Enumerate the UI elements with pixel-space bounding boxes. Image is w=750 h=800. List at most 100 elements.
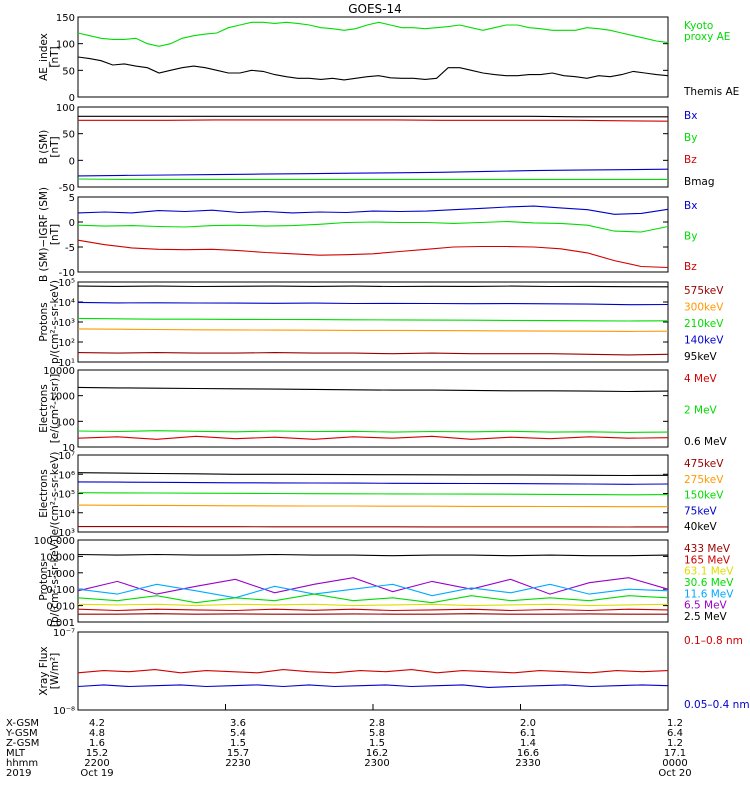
series-line bbox=[77, 220, 669, 233]
x-axis-row-value: 1.5 bbox=[230, 738, 246, 749]
x-axis-row-label: hhmm bbox=[6, 758, 38, 769]
series-line bbox=[78, 119, 669, 122]
y-tick-label: 0.100 bbox=[46, 585, 75, 596]
series-line bbox=[77, 328, 669, 332]
legend-entry: 275keV bbox=[684, 474, 724, 486]
y-tick-label: 100 bbox=[56, 417, 75, 428]
panel-frame bbox=[77, 369, 669, 448]
y-axis-label: B (SM)−IGRF (SM) bbox=[38, 187, 50, 282]
series-line bbox=[77, 317, 669, 322]
y-axis-label: p/(cm²-s-sr-keV) bbox=[49, 280, 61, 364]
x-axis-row-value: 1.5 bbox=[369, 738, 385, 749]
legend-entry: Bx bbox=[684, 110, 697, 122]
y-axis-label: Xray Flux bbox=[38, 646, 50, 695]
x-axis-row-value: 1.4 bbox=[520, 738, 536, 749]
series-line bbox=[77, 21, 669, 47]
y-axis-label: Electrons bbox=[38, 469, 50, 518]
legend-entry: 0.05–0.4 nm bbox=[684, 699, 750, 711]
series-line bbox=[77, 684, 669, 688]
legend-entry: 11.6 MeV bbox=[684, 588, 734, 600]
legend-entry: By bbox=[684, 231, 697, 243]
legend-entry: 2 MeV bbox=[684, 405, 718, 417]
legend-entry: 475keV bbox=[684, 458, 724, 470]
x-axis-row-value: 2300 bbox=[364, 758, 389, 769]
legend-entry: 6.5 MeV bbox=[684, 600, 728, 612]
y-tick-label: 10 bbox=[62, 443, 75, 454]
y-axis-label: [W/m²] bbox=[49, 653, 61, 690]
legend-entry: 2.5 MeV bbox=[684, 611, 728, 623]
legend-entry: 165 MeV bbox=[684, 554, 731, 566]
x-axis-row-value: 6.1 bbox=[520, 728, 536, 739]
legend-entry: 140keV bbox=[684, 335, 724, 347]
series-line bbox=[77, 504, 668, 508]
y-tick-label: 10⁻⁷ bbox=[53, 628, 75, 639]
series-line bbox=[77, 301, 669, 306]
series-line bbox=[78, 115, 668, 118]
figure-title: GOES-14 bbox=[348, 2, 402, 16]
series-line bbox=[77, 205, 669, 215]
y-tick-label: 10¹ bbox=[58, 358, 75, 369]
panel-5: 10000 1000 100 10 Electrons [e/(cm²-s-sr)] 4 M… bbox=[38, 366, 728, 454]
series-line bbox=[77, 472, 669, 477]
y-tick-label: 10³ bbox=[58, 318, 75, 329]
y-tick-label: 1000 bbox=[50, 392, 75, 403]
y-tick-label: 0 bbox=[69, 218, 75, 229]
panel-3: 5 0 -5 -10 B (SM)−IGRF (SM) [nT] Bx By Bz bbox=[38, 187, 697, 282]
series-line bbox=[77, 239, 669, 269]
series-line bbox=[77, 56, 669, 81]
x-axis-row-value: 1.2 bbox=[667, 738, 683, 749]
y-tick-label: 10³ bbox=[58, 528, 75, 539]
legend-entry: Bmag bbox=[684, 176, 715, 188]
x-axis-row-value: 4.2 bbox=[89, 718, 105, 729]
legend-entry: By bbox=[684, 132, 697, 144]
x-axis-row-value: 5.8 bbox=[369, 728, 385, 739]
legend-entry: 433 MeV bbox=[684, 543, 731, 555]
legend-entry: proxy AE bbox=[684, 31, 730, 43]
y-tick-label: 150 bbox=[56, 13, 75, 24]
y-axis-label: Electrons bbox=[38, 384, 50, 433]
x-axis-row-value: 16.6 bbox=[517, 748, 539, 759]
y-tick-label: 0.001 bbox=[46, 618, 75, 629]
y-tick-label: 10⁶ bbox=[58, 470, 75, 481]
y-tick-label: -50 bbox=[59, 183, 75, 194]
series-line bbox=[77, 492, 669, 496]
x-axis-row-value: 1.6 bbox=[89, 738, 105, 749]
y-axis-label: [nT] bbox=[49, 136, 61, 157]
y-tick-label: -5 bbox=[65, 243, 75, 254]
legend-entry: 210keV bbox=[684, 318, 724, 330]
y-axis-label: e/(cm²-s-sr-keV) bbox=[49, 452, 61, 536]
x-axis-row-value: 5.4 bbox=[230, 728, 246, 739]
y-tick-label: 10⁴ bbox=[58, 509, 75, 520]
panel-4: 10⁵ 10⁴ 10³ 10² 10¹ Protons p/(cm²-s-sr-keV) 57… bbox=[38, 278, 724, 369]
x-axis-row-label: Z-GSM bbox=[6, 738, 39, 749]
series-line bbox=[77, 435, 669, 440]
series-line bbox=[77, 603, 669, 607]
x-axis-row-value: 3.6 bbox=[230, 718, 246, 729]
legend-entry: Bz bbox=[684, 154, 697, 166]
y-axis-label: [nT] bbox=[49, 46, 61, 67]
panel-6: 10⁷ 10⁶ 10⁵ 10⁴ 10³ Electrons e/(cm²-s-sr-keV)… bbox=[38, 451, 724, 539]
legend-entry: 150keV bbox=[684, 490, 724, 502]
y-tick-label: 10⁴ bbox=[58, 298, 75, 309]
x-axis-row-value: 4.8 bbox=[89, 728, 105, 739]
x-axis-row-value: 17.1 bbox=[664, 748, 686, 759]
legend-entry: Bz bbox=[684, 261, 697, 273]
series-line bbox=[77, 583, 669, 599]
series-line bbox=[77, 669, 669, 674]
y-axis-label: Protons bbox=[38, 302, 50, 341]
y-axis-label: [e/(cm²-s-sr)] bbox=[49, 374, 61, 443]
series-line bbox=[77, 593, 669, 604]
panel-frame bbox=[77, 281, 669, 363]
series-line bbox=[77, 386, 669, 393]
y-tick-label: 10⁵ bbox=[58, 490, 75, 501]
series-line bbox=[77, 577, 669, 595]
x-axis-row-value: 6.4 bbox=[667, 728, 683, 739]
legend-entry: 300keV bbox=[684, 302, 724, 314]
y-tick-label: -10 bbox=[59, 268, 75, 279]
legend-entry: 575keV bbox=[684, 285, 724, 297]
y-tick-label: 100.000 bbox=[34, 536, 75, 547]
x-axis-row-label: Y-GSM bbox=[5, 728, 38, 739]
